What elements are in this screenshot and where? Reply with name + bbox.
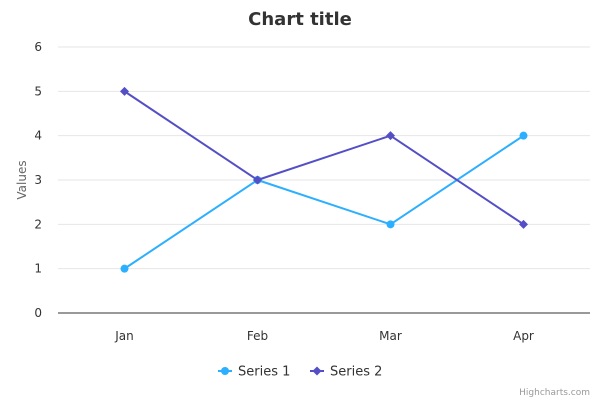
legend-item-series-1[interactable]: Series 1 (218, 365, 290, 380)
series-2-point (386, 131, 395, 141)
grid-lines (58, 46, 590, 270)
x-tick-label: Jan (114, 329, 134, 343)
x-tick-label: Apr (513, 329, 534, 343)
y-tick-label: 5 (34, 84, 42, 98)
legend-label: Series 2 (330, 365, 382, 380)
legend: Series 1 Series 2 (218, 365, 382, 380)
y-tick-label: 6 (34, 40, 42, 54)
x-tick-label: Mar (379, 329, 402, 343)
y-axis-ticks: 0 1 2 3 4 5 6 (34, 40, 42, 320)
y-tick-label: 1 (34, 262, 42, 276)
y-axis-title: Values (15, 160, 29, 199)
x-tick-label: Feb (247, 329, 268, 343)
series-1-point (120, 264, 129, 273)
x-axis-ticks: Jan Feb Mar Apr (114, 329, 534, 343)
series-2-point (253, 175, 262, 185)
chart-title: Chart title (248, 9, 352, 30)
y-tick-label: 3 (34, 173, 42, 187)
series-1-point (519, 131, 528, 140)
series-2-point (120, 86, 129, 96)
series-2-point (519, 219, 528, 229)
legend-marker (312, 366, 322, 376)
series-2-line (123, 90, 525, 226)
series-group (120, 86, 528, 273)
legend-item-series-2[interactable]: Series 2 (310, 365, 382, 380)
credits-link[interactable]: Highcharts.com (519, 388, 590, 398)
y-tick-label: 4 (34, 129, 42, 143)
legend-marker (221, 367, 229, 375)
series-1-line (123, 134, 525, 270)
y-tick-label: 0 (34, 306, 42, 320)
legend-label: Series 1 (238, 365, 290, 380)
y-tick-label: 2 (34, 217, 42, 231)
series-1-point (386, 220, 395, 229)
